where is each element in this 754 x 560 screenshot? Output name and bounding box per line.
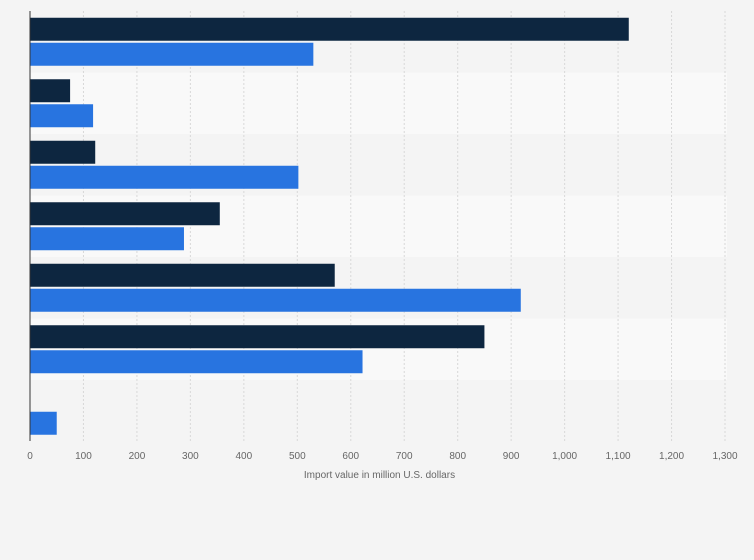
x-tick-label: 800 bbox=[449, 451, 466, 462]
x-tick-label: 900 bbox=[503, 451, 520, 462]
x-tick-label: 400 bbox=[236, 451, 253, 462]
x-tick-labels: 0 100 200 300 400 500 600 700 800 900 1,000 1,100 1,… bbox=[27, 451, 738, 462]
category-band bbox=[30, 72, 727, 134]
x-tick-label: 100 bbox=[75, 451, 92, 462]
x-tick-label: 1,100 bbox=[606, 451, 631, 462]
bar-series-1 bbox=[30, 79, 71, 103]
bar-series-2 bbox=[30, 227, 184, 251]
bar-series-2 bbox=[30, 288, 521, 312]
bar-series-2 bbox=[30, 104, 94, 128]
bar-series-1 bbox=[30, 17, 629, 41]
bar-series-2 bbox=[30, 411, 57, 435]
x-tick-label: 1,300 bbox=[712, 451, 737, 462]
x-tick-label: 600 bbox=[342, 451, 359, 462]
bar-series-1 bbox=[30, 202, 220, 226]
x-tick-label: 500 bbox=[289, 451, 306, 462]
x-tick-label: 200 bbox=[129, 451, 146, 462]
bar-series-2 bbox=[30, 42, 314, 66]
x-tick-label: 1,200 bbox=[659, 451, 684, 462]
x-tick-label: 300 bbox=[182, 451, 199, 462]
category-bands bbox=[30, 11, 727, 442]
bars bbox=[30, 17, 629, 435]
bar-series-2 bbox=[30, 165, 299, 189]
bar-series-1 bbox=[30, 263, 335, 287]
x-axis-title: Import value in million U.S. dollars bbox=[304, 470, 455, 481]
bar-series-2 bbox=[30, 350, 363, 374]
x-tick-label: 700 bbox=[396, 451, 413, 462]
category-band bbox=[30, 380, 727, 442]
bar-series-1 bbox=[30, 140, 96, 164]
x-tick-label: 0 bbox=[27, 451, 33, 462]
bar-series-1 bbox=[30, 325, 485, 349]
x-tick-label: 1,000 bbox=[552, 451, 577, 462]
